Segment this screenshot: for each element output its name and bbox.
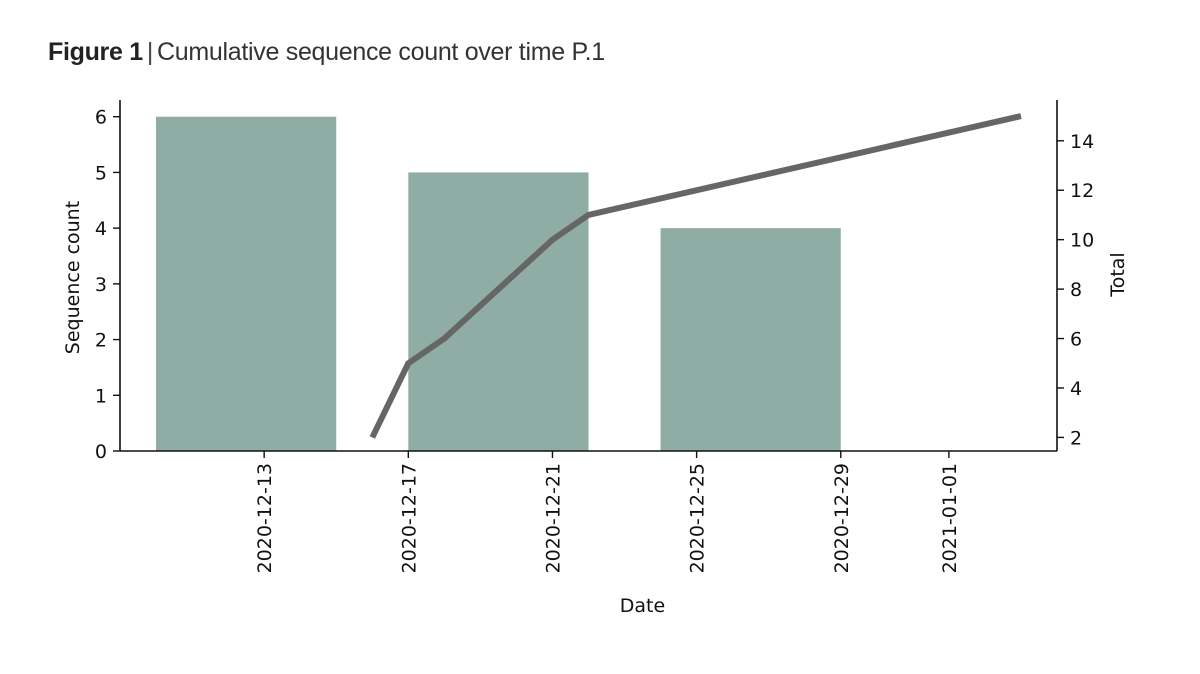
y2-axis-label: Total (1107, 252, 1129, 297)
figure-separator: | (146, 38, 154, 66)
y-tick-label: 0 (95, 441, 107, 463)
figure-caption: Cumulative sequence count over time P.1 (157, 38, 605, 66)
y-tick-label: 4 (95, 218, 107, 240)
figure-title: Figure 1 | Cumulative sequence count over … (48, 38, 605, 67)
y2-tick-label: 6 (1070, 329, 1082, 351)
x-tick-label: 2020-12-13 (254, 463, 276, 573)
y2-tick-label: 10 (1070, 230, 1094, 252)
x-tick-label: 2020-12-17 (398, 463, 420, 573)
y-tick-label: 2 (95, 330, 107, 352)
x-tick-label: 2021-01-01 (939, 463, 961, 573)
x-tick-label: 2020-12-25 (687, 463, 709, 573)
x-tick-label: 2020-12-29 (831, 463, 853, 573)
bar-3 (660, 228, 841, 451)
y-tick-label: 3 (95, 274, 107, 296)
x-axis-label: Date (620, 595, 665, 617)
y-axis-label: Sequence count (62, 201, 84, 354)
line-layer (369, 113, 1022, 439)
y2-tick-label: 12 (1070, 180, 1094, 202)
bar-1 (156, 116, 337, 451)
figure-number: Figure 1 (48, 38, 143, 66)
y2-tick-label: 8 (1070, 279, 1082, 301)
bar-2 (408, 172, 589, 451)
y-tick-label: 1 (95, 385, 107, 407)
y2-tick-label: 14 (1070, 131, 1094, 153)
axes-layer (113, 100, 1064, 458)
y2-tick-label: 2 (1070, 427, 1082, 449)
y2-tick-label: 4 (1070, 378, 1082, 400)
bar-layer (156, 116, 841, 451)
cumulative-total-line (369, 113, 1022, 439)
y-tick-label: 5 (95, 162, 107, 184)
y-tick-label: 6 (95, 107, 107, 129)
x-tick-label: 2020-12-21 (542, 463, 564, 573)
